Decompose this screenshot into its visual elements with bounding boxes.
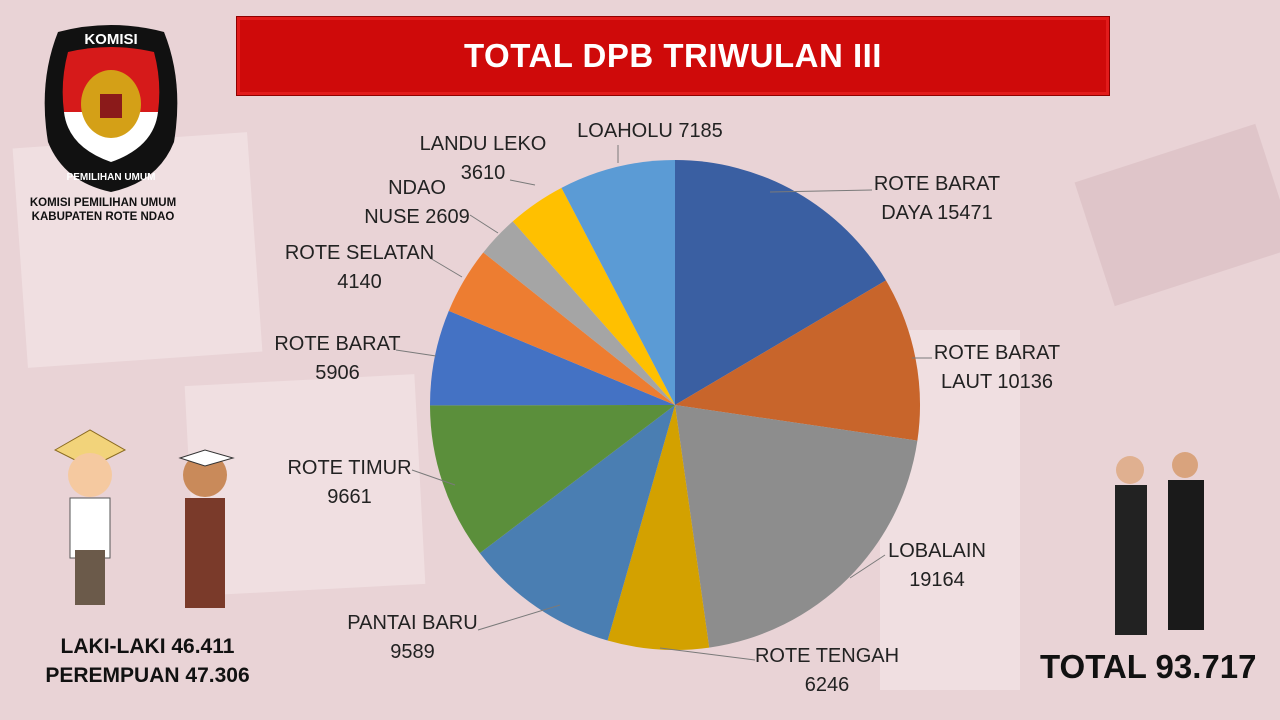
- data-label-line: 9589: [390, 641, 435, 663]
- leader-line: [659, 647, 756, 661]
- pie-slice-rote-tengah: [607, 405, 710, 651]
- data-label: LANDU LEKO 3610: [415, 130, 551, 188]
- kpu-logo: KOMISI PEMILIHAN UMUM: [44, 25, 178, 192]
- data-label-line: LOBALAIN: [888, 540, 986, 562]
- pie-slice-loaholu: [561, 160, 675, 405]
- data-label: ROTE BARAT LAUT 10136: [932, 339, 1062, 397]
- data-label: ROTE BARAT DAYA 15471: [872, 170, 1002, 228]
- data-label-line: PANTAI BARU: [347, 612, 478, 634]
- female-count: PEREMPUAN 47.306: [45, 664, 250, 687]
- leader-line: [509, 179, 536, 186]
- data-label-line: ROTE TENGAH: [754, 645, 900, 667]
- data-label-line: ROTE BARAT: [873, 173, 1001, 195]
- organization-name: KOMISI PEMILIHAN UMUM KABUPATEN ROTE NDA…: [8, 196, 198, 224]
- data-label-line: LAUT 10136: [941, 371, 1053, 393]
- pie-slice-landu-leko: [512, 187, 675, 405]
- data-label-line: ROTE BARAT: [274, 333, 401, 355]
- leader-line: [769, 189, 873, 193]
- pie-slice-rote-barat-laut: [675, 280, 920, 441]
- data-label-line: 3610: [460, 162, 506, 184]
- data-label: PANTAI BARU 9589: [340, 609, 485, 667]
- data-label-line: NDAO: [388, 177, 446, 199]
- total-count: TOTAL 93.717: [1040, 648, 1257, 685]
- org-line1: KOMISI PEMILIHAN UMUM: [29, 197, 177, 209]
- data-label-line: ROTE SELATAN: [284, 242, 435, 264]
- data-label-line: ROTE TIMUR: [287, 457, 412, 479]
- male-figure-illustration: [53, 429, 127, 605]
- couple-figure-illustration: [1115, 452, 1204, 635]
- data-label: LOAHOLU 7185: [575, 117, 725, 146]
- data-label: ROTE TIMUR 9661: [282, 454, 417, 512]
- org-line2: KABUPATEN ROTE NDAO: [31, 211, 175, 223]
- leader-line: [469, 214, 499, 234]
- data-label-line: DAYA 15471: [881, 202, 993, 224]
- leader-line: [411, 469, 456, 486]
- data-label: LOBALAIN 19164: [882, 537, 992, 595]
- data-label: NDAO NUSE 2609: [358, 174, 476, 232]
- leader-line: [849, 554, 886, 579]
- data-label: ROTE BARAT 5906: [270, 330, 405, 388]
- female-figure-illustration: [178, 449, 235, 608]
- data-label-line: LOAHOLU 7185: [577, 120, 723, 142]
- data-label-line: NUSE 2609: [364, 206, 470, 228]
- gender-breakdown: LAKI-LAKI 46.411 PEREMPUAN 47.306: [20, 632, 275, 690]
- data-label-line: 5906: [315, 362, 360, 384]
- data-label-line: LANDU LEKO: [419, 133, 547, 155]
- leader-line: [395, 349, 437, 357]
- title-banner: TOTAL DPB TRIWULAN III: [236, 16, 1110, 96]
- leader-line: [429, 257, 463, 278]
- pie-slice-lobalain: [675, 405, 918, 648]
- data-label-line: 19164: [909, 569, 965, 591]
- data-label-line: 6246: [804, 674, 850, 696]
- data-label: ROTE TENGAH 6246: [752, 642, 902, 700]
- svg-text:PEMILIHAN UMUM: PEMILIHAN UMUM: [67, 172, 156, 183]
- pie-slice-rote-barat-daya: [675, 160, 886, 405]
- pie-slice-rote-selatan: [448, 252, 675, 405]
- svg-text:KOMISI: KOMISI: [84, 31, 137, 48]
- data-label-line: 4140: [337, 271, 382, 293]
- male-count: LAKI-LAKI 46.411: [60, 635, 235, 658]
- data-label: ROTE SELATAN 4140: [282, 239, 437, 297]
- chart-title: TOTAL DPB TRIWULAN III: [464, 37, 882, 74]
- pie-slice-pantai-baru: [479, 405, 675, 641]
- data-label-line: 9661: [327, 486, 372, 508]
- leader-line: [477, 604, 561, 631]
- pie-slice-rote-barat: [430, 310, 675, 406]
- data-label-line: ROTE BARAT: [933, 342, 1061, 364]
- pie-slice-rote-timur: [430, 405, 675, 554]
- pie-slice-ndao-nuse: [483, 221, 675, 405]
